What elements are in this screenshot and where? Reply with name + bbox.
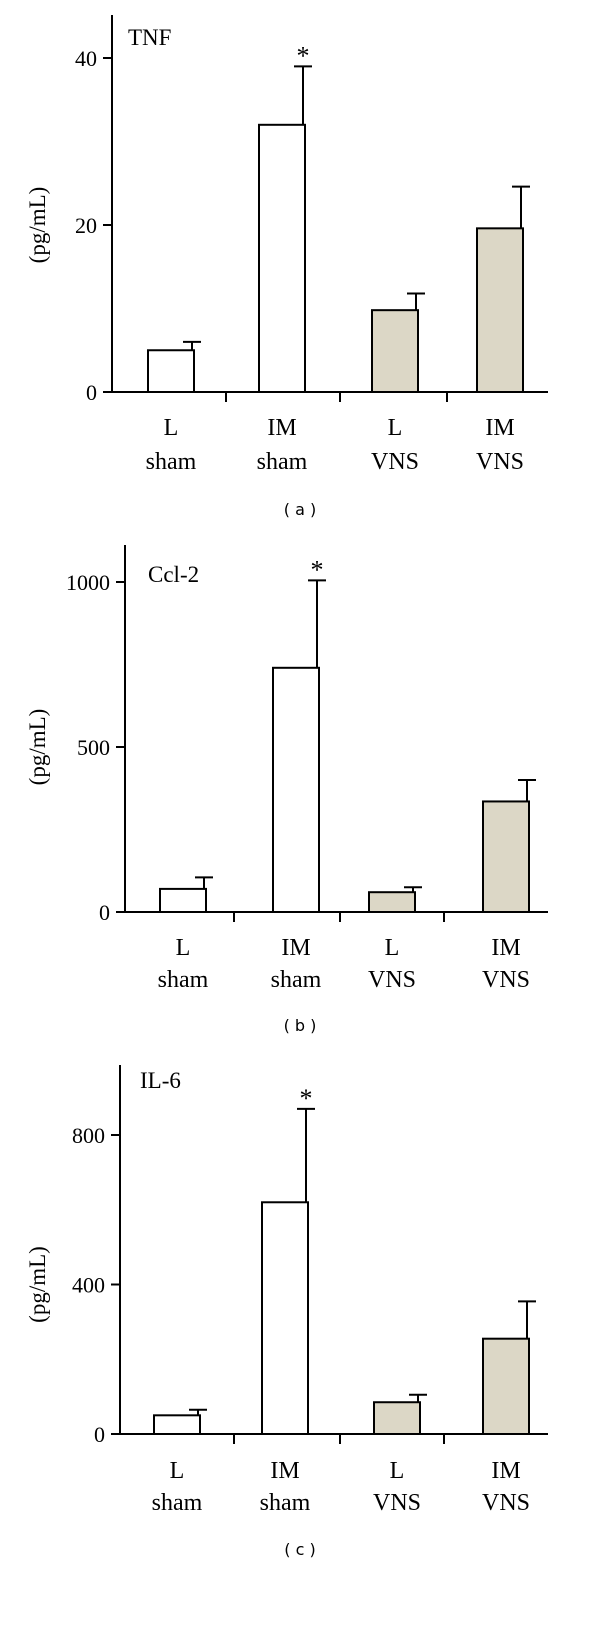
chart-title: Ccl-2 <box>148 562 199 587</box>
error-bar <box>512 185 530 229</box>
bar <box>482 800 530 914</box>
category-label-line1: IM <box>491 1458 520 1484</box>
category-label-line2: sham <box>146 449 197 475</box>
category-label-line2: VNS <box>371 449 419 475</box>
y-tick-label: 40 <box>75 46 97 71</box>
y-tick-label: 800 <box>72 1123 105 1148</box>
bar <box>261 1201 309 1436</box>
error-bar <box>294 65 312 125</box>
y-tick-label: 0 <box>99 900 110 925</box>
bar <box>272 666 320 913</box>
y-axis-label: (pg/mL) <box>25 709 50 786</box>
category-label-line2: VNS <box>373 1490 421 1516</box>
category-label-line2: VNS <box>476 449 524 475</box>
bar <box>368 891 416 914</box>
bar <box>153 1414 201 1435</box>
significance-marker: * <box>297 41 310 70</box>
panel-label: ( c ) <box>284 1540 315 1559</box>
category-label-line1: IM <box>270 1458 299 1484</box>
category-label-line1: IM <box>485 415 514 441</box>
bar <box>258 123 306 394</box>
category-label-line2: VNS <box>368 967 416 993</box>
significance-marker: * <box>300 1084 313 1113</box>
bar <box>373 1401 421 1435</box>
error-bar <box>195 876 213 889</box>
bar <box>371 309 419 394</box>
category-label-line1: L <box>170 1458 185 1484</box>
category-label-line1: IM <box>491 935 520 961</box>
error-bar <box>409 1393 427 1403</box>
y-tick-label: 0 <box>94 1422 105 1447</box>
bar <box>147 349 195 393</box>
category-label-line1: IM <box>281 935 310 961</box>
category-label-line2: sham <box>260 1490 311 1516</box>
error-bar <box>407 292 425 311</box>
bar <box>476 227 524 393</box>
y-tick-label: 20 <box>75 213 97 238</box>
y-axis-label: (pg/mL) <box>25 1246 50 1323</box>
category-label-line2: sham <box>152 1490 203 1516</box>
error-bar <box>183 340 201 351</box>
category-label-line2: sham <box>271 967 322 993</box>
panel-label: ( b ) <box>284 1016 317 1035</box>
category-label-line1: L <box>385 935 400 961</box>
significance-marker: * <box>311 555 324 584</box>
error-bar <box>518 779 536 802</box>
bar <box>159 887 207 914</box>
category-label-line1: L <box>176 935 191 961</box>
error-bar <box>308 579 326 668</box>
category-label-line2: sham <box>257 449 308 475</box>
y-tick-label: 500 <box>77 735 110 760</box>
chart-title: TNF <box>128 25 171 50</box>
category-label-line2: VNS <box>482 967 530 993</box>
bar <box>482 1337 530 1435</box>
error-bar <box>297 1107 315 1203</box>
error-bar <box>404 886 422 893</box>
error-bar <box>189 1408 207 1416</box>
chart-title: IL-6 <box>140 1068 181 1093</box>
y-tick-label: 1000 <box>66 570 110 595</box>
category-label-line2: VNS <box>482 1490 530 1516</box>
category-label-line1: L <box>390 1458 405 1484</box>
category-label-line1: L <box>164 415 179 441</box>
y-tick-label: 400 <box>72 1273 105 1298</box>
panel-label: ( a ) <box>284 500 316 519</box>
category-label-line1: L <box>388 415 403 441</box>
y-axis-label: (pg/mL) <box>25 187 50 264</box>
error-bar <box>518 1300 536 1339</box>
y-tick-label: 0 <box>86 380 97 405</box>
category-label-line1: IM <box>267 415 296 441</box>
category-label-line2: sham <box>158 967 209 993</box>
